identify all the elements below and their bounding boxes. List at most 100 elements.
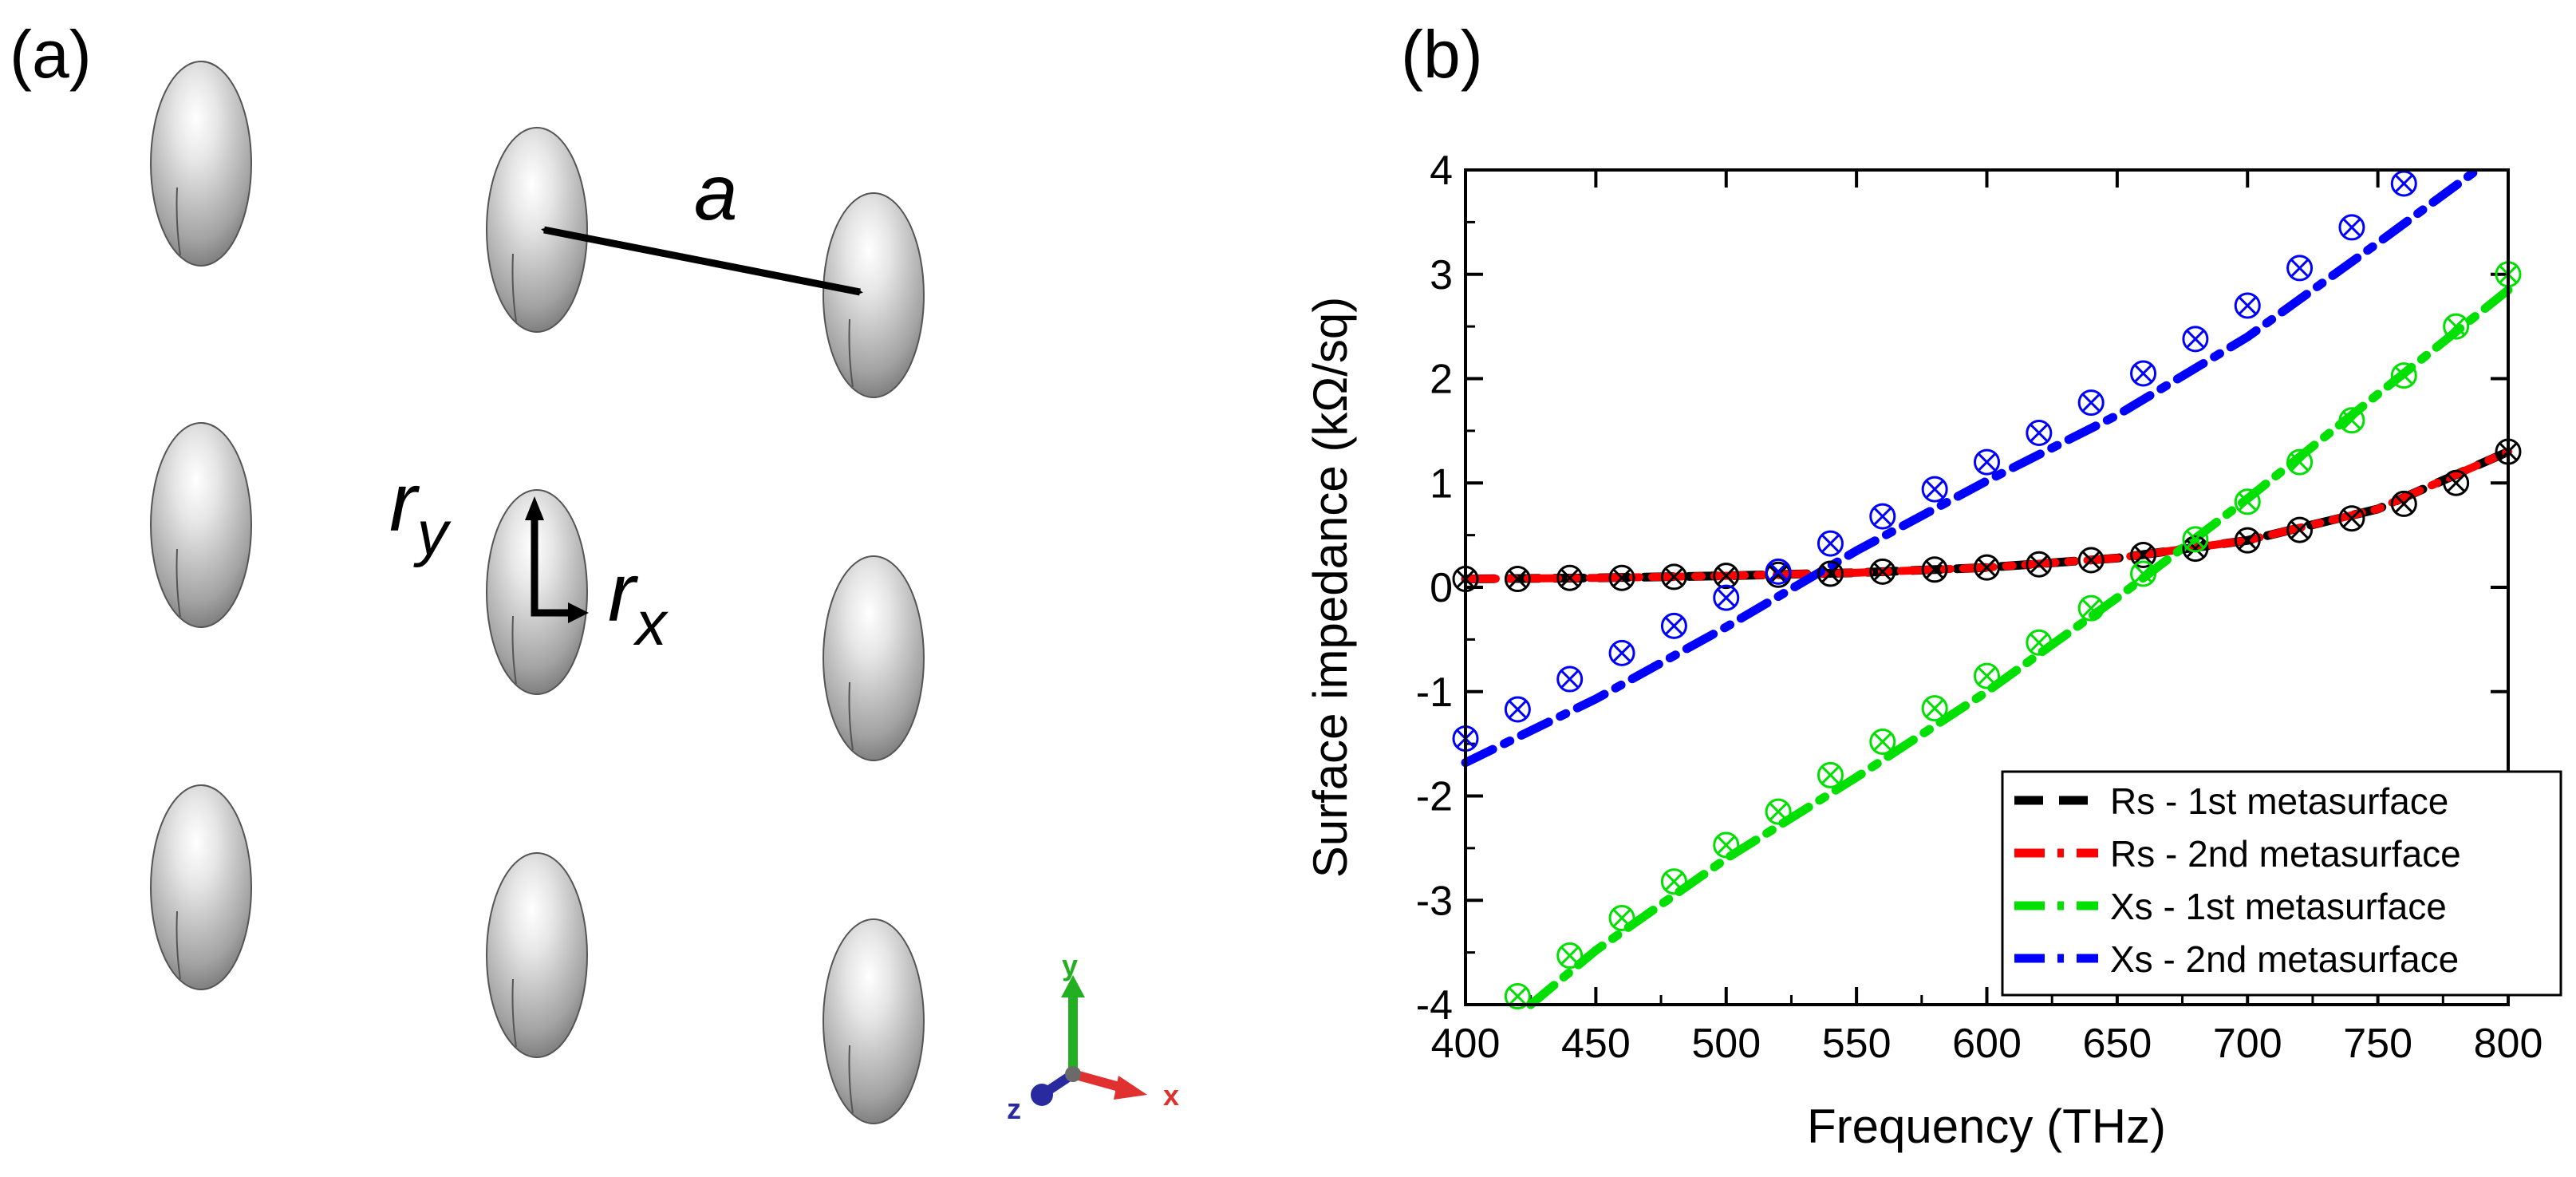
data-point-marker [1660,612,1687,639]
x-tick-label: 400 [1431,1021,1501,1067]
x-tick-label: 450 [1561,1021,1631,1067]
data-point-marker [1660,868,1687,895]
data-point-marker [1817,560,1844,587]
data-point-marker [2077,547,2105,574]
data-point-marker [2286,255,2314,282]
series-line-4 [1461,165,2482,768]
data-point-marker [1713,563,1740,590]
ellipsoid [150,784,252,990]
x-tick-label: 750 [2343,1021,2412,1067]
legend-label: Xs - 2nd metasurface [2110,938,2459,980]
x-tick-label: 550 [1822,1021,1892,1067]
data-point-marker [2182,526,2209,553]
y-tick-label: 3 [1430,252,1453,298]
lattice-constant-arrow [541,226,863,296]
data-point-marker [1556,564,1584,591]
y-tick-label: -3 [1416,878,1453,924]
data-point-marker [2182,326,2209,353]
y-tick-label: -4 [1416,982,1453,1029]
data-point-marker [1869,503,1896,530]
data-point-marker [1974,554,2000,581]
ellipsoid [823,918,925,1124]
data-point-marker [1921,476,1948,503]
legend-label: Xs - 1st metasurface [2110,886,2447,927]
y-axis-title: Surface impedance (kΩ/sq) [1304,297,1357,879]
panel-b-label: (b) [1401,17,1483,92]
data-point-marker [2234,488,2261,515]
data-point-marker [1974,448,2000,476]
data-point-marker [1921,695,1948,722]
axes-triad: y x z [1007,949,1179,1125]
data-point-marker [2130,560,2157,587]
data-point-marker [1713,831,1740,859]
data-point-marker [1765,798,1792,825]
data-point-marker [2077,389,2105,417]
data-point-marker [2026,419,2053,446]
ellipsoid [150,61,252,267]
data-point-marker [2443,313,2470,340]
data-point-marker [2338,214,2365,241]
x-axis-title: Frequency (THz) [1807,1100,2166,1153]
y-tick-label: 0 [1430,565,1453,611]
series-line-3 [1526,285,2513,1009]
data-point-marker [1974,662,2000,689]
data-point-marker [1817,530,1844,557]
x-tick-label: 650 [2082,1021,2152,1067]
radius-arrows [531,520,573,617]
ry-label: ry [389,456,452,568]
data-point-marker [2077,594,2105,622]
data-point-marker [1504,983,1531,1010]
lattice-constant-label: a [694,148,738,236]
z-axis-label: z [1007,1092,1021,1125]
data-point-marker [1660,563,1687,590]
data-point-marker [1504,696,1531,723]
data-point-marker [2443,469,2470,496]
x-axis-label: x [1163,1079,1179,1112]
data-point-marker [2130,360,2157,387]
data-point-marker [2234,292,2261,319]
legend-label: Rs - 2nd metasurface [2110,833,2461,875]
lattice-schematic: a ry rx y x z [150,61,1179,1125]
rx-label: rx [608,547,669,658]
ellipsoid [486,852,588,1058]
data-point-marker [1608,564,1635,591]
plot-frame [1464,168,2510,1006]
data-point-marker [2130,541,2157,568]
data-point-marker [1921,556,1948,583]
data-point-marker [2286,448,2314,476]
y-tick-label: 1 [1430,460,1453,507]
data-point-marker [2338,505,2365,532]
data-point-marker [2026,551,2053,578]
x-tick-label: 500 [1691,1021,1761,1067]
data-point-marker [2390,362,2417,389]
panel-a-label: (a) [10,17,92,92]
y-tick-label: 4 [1430,148,1453,194]
data-point-marker [1765,558,1792,585]
data-point-marker [1556,666,1584,693]
data-point-marker [2338,407,2365,434]
data-point-marker [1817,761,1844,788]
ellipsoid [150,422,252,628]
data-point-marker [1504,566,1531,593]
y-tick-label: 2 [1430,357,1453,403]
legend-label: Rs - 1st metasurface [2110,780,2448,822]
data-point-marker [2234,527,2261,554]
y-tick-label: -1 [1416,669,1453,716]
data-point-marker [2390,170,2417,197]
data-point-marker [1713,584,1740,611]
y-tick-label: -2 [1416,774,1453,820]
y-axis-label: y [1062,949,1078,981]
data-point-marker [2026,629,2053,656]
ellipsoid [823,555,925,761]
data-point-marker [1869,729,1896,756]
data-point-marker [1608,904,1635,931]
data-point-marker [1556,942,1584,970]
data-point-marker [2390,490,2417,517]
data-point-marker [1608,639,1635,666]
legend: Rs - 1st metasurface Rs - 2nd metasurface… [2001,770,2562,997]
data-point-marker [2286,516,2314,543]
x-tick-label: 800 [2474,1021,2543,1067]
data-point-marker [2182,535,2209,563]
x-tick-label: 600 [1952,1021,2022,1067]
